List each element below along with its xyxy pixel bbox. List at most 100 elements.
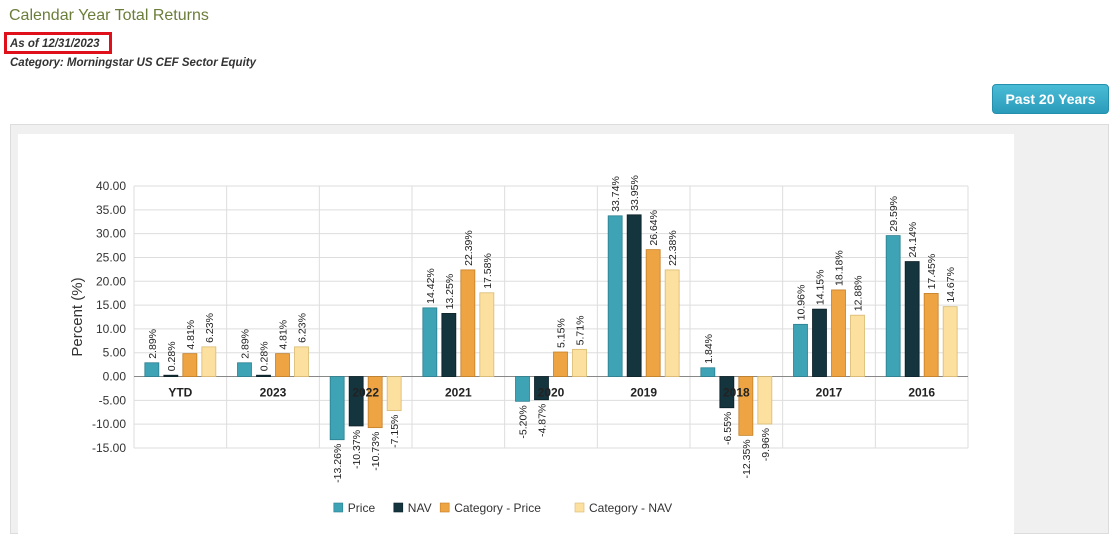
data-label: -4.87%	[537, 404, 549, 437]
bar	[275, 353, 290, 377]
category-label: YTD	[168, 386, 192, 400]
category-label: 2017	[816, 386, 843, 400]
bar	[367, 376, 383, 429]
category-label: 2023	[260, 386, 287, 400]
category-label: 2016	[908, 386, 935, 400]
bar	[163, 374, 179, 377]
bar	[534, 376, 549, 401]
data-label: 13.25%	[444, 274, 456, 310]
y-tick-label: 5.00	[103, 346, 127, 360]
data-label: 5.71%	[575, 316, 587, 346]
data-label: 18.18%	[834, 250, 846, 286]
data-label: 12.88%	[853, 276, 865, 312]
category-label: 2021	[445, 386, 472, 400]
category-label: 2019	[630, 386, 657, 400]
bar	[515, 376, 530, 402]
data-label: 4.81%	[185, 320, 197, 350]
bar	[256, 374, 271, 377]
bar	[700, 367, 716, 377]
bar	[738, 376, 754, 436]
data-label: 4.81%	[278, 320, 290, 350]
bar	[441, 313, 457, 377]
bar	[942, 306, 958, 377]
bar	[607, 215, 623, 377]
bar	[348, 376, 364, 427]
category-label: 2022	[352, 386, 379, 400]
data-label: 33.74%	[610, 176, 622, 212]
bar	[386, 376, 402, 412]
y-tick-label: 0.00	[103, 370, 127, 384]
bar	[237, 362, 252, 377]
bar	[793, 323, 808, 377]
legend-swatch	[574, 502, 585, 513]
data-label: 29.59%	[888, 196, 900, 232]
bar	[719, 376, 735, 409]
bar	[645, 249, 661, 377]
y-tick-label: 30.00	[96, 227, 126, 241]
bar	[201, 346, 217, 377]
data-label: 22.39%	[463, 230, 475, 266]
as-of-highlight-box	[4, 32, 112, 54]
data-label: 5.15%	[556, 318, 568, 348]
data-label: -10.37%	[351, 430, 363, 469]
y-tick-label: 10.00	[96, 322, 126, 336]
bar	[182, 353, 198, 377]
bar	[850, 314, 865, 377]
bar	[479, 292, 495, 377]
as-of-date: As of 12/31/2023	[10, 38, 100, 50]
bar	[885, 235, 901, 377]
page-title: Calendar Year Total Returns	[9, 7, 209, 24]
y-tick-label: -15.00	[92, 441, 126, 455]
bar	[329, 376, 345, 441]
bar	[664, 269, 680, 377]
y-tick-label: 40.00	[96, 179, 126, 193]
y-tick-label: 15.00	[96, 298, 126, 312]
data-label: 17.58%	[482, 253, 494, 289]
bar	[831, 289, 846, 377]
bar	[144, 362, 160, 377]
data-label: 22.38%	[667, 230, 679, 266]
bar	[422, 307, 438, 377]
data-label: -12.35%	[741, 439, 753, 478]
data-label: -9.96%	[760, 428, 772, 461]
data-label: 14.15%	[815, 270, 827, 306]
legend-item: Category - NAV	[589, 501, 672, 515]
legend-item: Category - Price	[454, 501, 541, 515]
bar	[757, 376, 773, 425]
legend-item: NAV	[408, 501, 432, 515]
data-label: -7.15%	[389, 415, 401, 448]
bar	[626, 214, 642, 377]
legend-swatch	[439, 502, 450, 513]
data-label: 0.28%	[166, 341, 178, 371]
legend-swatch	[333, 502, 344, 513]
legend-item: Price	[348, 501, 376, 515]
bar	[294, 346, 309, 377]
y-tick-label: -10.00	[92, 417, 126, 431]
data-label: -13.26%	[332, 444, 344, 483]
data-label: 6.23%	[204, 313, 216, 343]
data-label: 24.14%	[907, 222, 919, 258]
data-label: 14.67%	[945, 267, 957, 303]
bar	[553, 351, 568, 377]
past-20-years-button[interactable]: Past 20 Years	[992, 84, 1109, 114]
y-tick-label: 35.00	[96, 203, 126, 217]
data-label: 10.96%	[796, 285, 808, 321]
category-label: 2020	[538, 386, 565, 400]
bar	[812, 308, 827, 377]
data-label: 1.84%	[703, 334, 715, 364]
data-label: 2.89%	[147, 329, 159, 359]
y-tick-label: 20.00	[96, 274, 126, 288]
data-label: 0.28%	[259, 341, 271, 371]
data-label: 33.95%	[629, 175, 641, 211]
category-label: 2018	[723, 386, 750, 400]
legend-swatch	[393, 502, 404, 513]
y-tick-label: 25.00	[96, 250, 126, 264]
bar	[572, 348, 587, 377]
data-label: -6.55%	[722, 412, 734, 445]
data-label: 2.89%	[240, 329, 252, 359]
data-label: 6.23%	[297, 313, 309, 343]
y-axis-label: Percent (%)	[69, 277, 86, 356]
bar	[904, 261, 920, 377]
data-label: 26.64%	[648, 210, 660, 246]
y-tick-label: -5.00	[99, 393, 127, 407]
